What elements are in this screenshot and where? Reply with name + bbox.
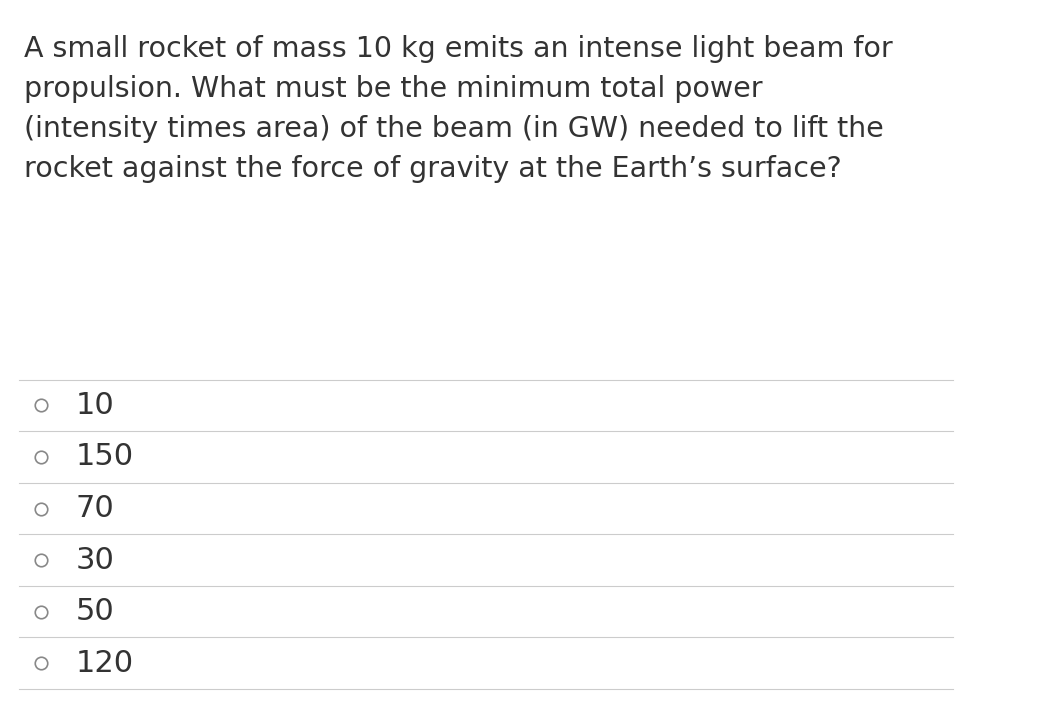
Text: A small rocket of mass 10 kg emits an intense light beam for
propulsion. What mu: A small rocket of mass 10 kg emits an in… bbox=[24, 35, 893, 183]
Text: 120: 120 bbox=[76, 649, 134, 678]
Text: 150: 150 bbox=[76, 442, 134, 472]
Text: 50: 50 bbox=[76, 597, 114, 626]
Text: 30: 30 bbox=[76, 546, 114, 574]
Text: 70: 70 bbox=[76, 494, 114, 523]
Text: 10: 10 bbox=[76, 391, 114, 420]
